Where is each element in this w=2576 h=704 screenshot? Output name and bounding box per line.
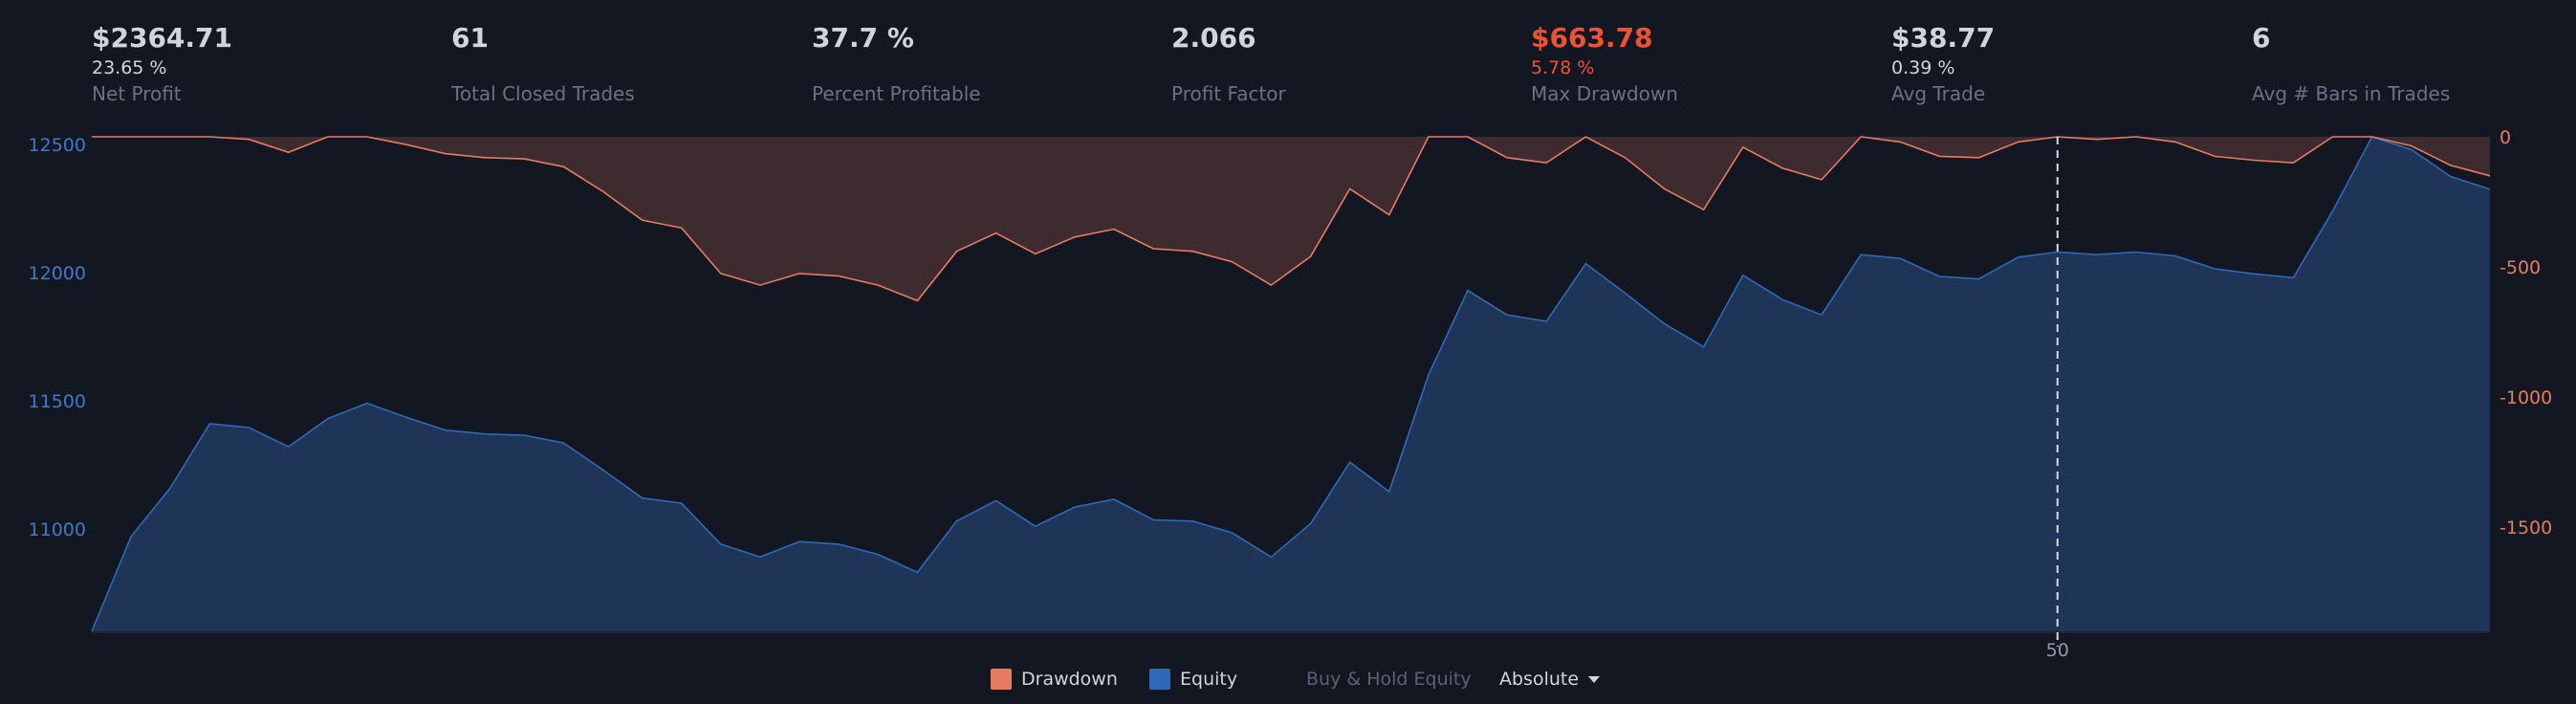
stat-percent — [812, 55, 981, 80]
stat-label: Avg Trade — [1891, 82, 1986, 105]
stat-value: $663.78 — [1531, 22, 1653, 54]
legend-equity-toggle[interactable]: Equity — [1149, 666, 1237, 693]
stat-percent: 0.39 % — [1891, 57, 1955, 78]
stat-label: Profit Factor — [1171, 82, 1286, 105]
stat-label: Avg # Bars in Trades — [2252, 82, 2451, 105]
stat-value: $2364.71 — [92, 22, 233, 54]
performance-summary: $2364.71 23.65 % Net Profit 61 Total Clo… — [0, 0, 2576, 124]
stat-avg-bars-in-trades: 6 Avg # Bars in Trades — [2252, 21, 2450, 107]
left-axis-tick-label: 12500 — [29, 135, 86, 156]
legend-drawdown-label: Drawdown — [1021, 669, 1118, 690]
stat-value: 6 — [2252, 22, 2271, 54]
stat-label: Total Closed Trades — [451, 82, 635, 105]
right-axis-tick-label: -1500 — [2500, 517, 2552, 539]
equity-swatch — [1149, 669, 1170, 690]
left-axis-tick-label: 11500 — [29, 391, 86, 412]
drawdown-area — [92, 137, 2490, 301]
stat-value: 61 — [451, 22, 489, 54]
legend-equity-label: Equity — [1180, 669, 1238, 690]
stat-label: Percent Profitable — [812, 82, 981, 105]
stat-value: 37.7 % — [812, 22, 914, 54]
stat-label: Net Profit — [92, 82, 182, 105]
equity-area — [92, 137, 2490, 631]
stat-percent-profitable: 37.7 % Percent Profitable — [812, 21, 981, 107]
equity-drawdown-chart[interactable]: 11000 11500 12000 12500 0 -500 -1000 -1500 50 — [0, 124, 2576, 662]
equity-line — [91, 136, 2491, 632]
stat-percent — [451, 55, 635, 80]
left-axis-tick-label: 11000 — [29, 519, 86, 540]
stat-avg-trade: $38.77 0.39 % Avg Trade — [1891, 21, 1995, 107]
right-axis-tick-label: -500 — [2500, 257, 2541, 278]
legend-drawdown-toggle[interactable]: Drawdown — [991, 666, 1118, 693]
stat-value: 2.066 — [1171, 22, 1256, 54]
stat-total-closed-trades: 61 Total Closed Trades — [451, 21, 635, 107]
scale-mode-dropdown[interactable]: Absolute — [1499, 666, 1601, 693]
x-axis-tick-label: 50 — [2046, 640, 2069, 661]
stat-percent: 23.65 % — [92, 57, 167, 78]
stat-label: Max Drawdown — [1531, 82, 1678, 105]
stat-percent — [1171, 55, 1286, 80]
left-axis-tick-label: 12000 — [29, 263, 86, 284]
right-axis-tick-label: -1000 — [2500, 387, 2552, 408]
legend-buy-hold-label: Buy & Hold Equity — [1306, 669, 1472, 690]
scale-mode-label: Absolute — [1499, 669, 1580, 690]
legend-buy-hold-toggle[interactable]: Buy & Hold Equity — [1306, 666, 1472, 693]
stat-profit-factor: 2.066 Profit Factor — [1171, 21, 1286, 107]
right-axis-tick-label: 0 — [2500, 127, 2511, 148]
drawdown-swatch — [991, 669, 1012, 690]
drawdown-line — [92, 136, 2491, 302]
chart-legend: Drawdown Equity Buy & Hold Equity Absolu… — [0, 666, 2576, 694]
stat-value: $38.77 — [1891, 22, 1996, 54]
chevron-down-icon — [1588, 675, 1601, 683]
stat-max-drawdown: $663.78 5.78 % Max Drawdown — [1531, 21, 1678, 107]
stat-percent: 5.78 % — [1531, 57, 1595, 78]
stat-percent — [2252, 55, 2450, 80]
stat-net-profit: $2364.71 23.65 % Net Profit — [92, 21, 232, 107]
